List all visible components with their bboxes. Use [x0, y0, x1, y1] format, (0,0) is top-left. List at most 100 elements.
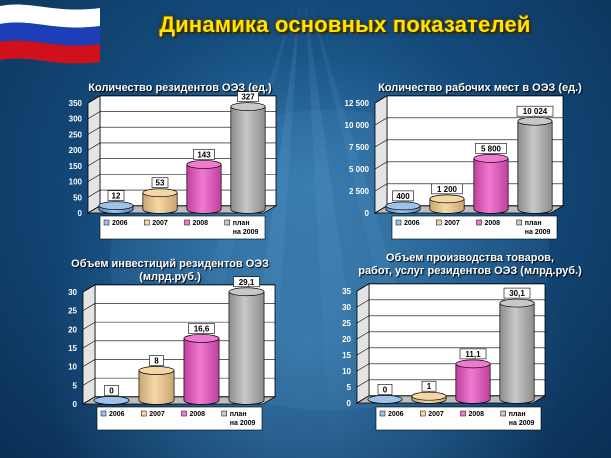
value-label: 1 — [427, 382, 432, 391]
chart4-ytick-label: 10 — [342, 367, 351, 376]
value-label: 53 — [156, 179, 165, 188]
bar-top — [186, 160, 222, 169]
chart1-title-text: Количество резидентов ОЭЗ (ед.) — [88, 82, 272, 94]
russian-flag-icon — [0, 4, 100, 64]
chart4-title-line2: работ, услуг резидентов ОЭЗ (млрд.руб.) — [358, 265, 582, 277]
legend-label: 2008 — [193, 220, 209, 227]
value-label: 400 — [396, 192, 410, 201]
chart2-bar-план-на-2009: 10 024 — [516, 105, 554, 214]
chart4-ytick-label: 15 — [342, 351, 351, 360]
bar-body — [455, 363, 491, 404]
legend-swatch — [395, 219, 402, 226]
bar-top — [183, 334, 220, 343]
legend-label: 2006 — [388, 411, 404, 418]
legend-label: план — [525, 220, 542, 227]
legend-box — [99, 215, 266, 240]
bar-body — [186, 164, 222, 214]
bar-top — [367, 395, 403, 404]
value-label: 16,6 — [194, 324, 210, 333]
bar-top — [517, 116, 553, 126]
chart2-bar-2008: 5 800 — [473, 143, 509, 214]
legend-label: на 2009 — [233, 229, 259, 236]
legend-swatch — [420, 410, 426, 417]
value-label-box — [237, 91, 259, 102]
bar-top — [411, 391, 447, 401]
chart2: 0 2 500 5 000 7 500 10 000 12 500 400 1 200 5 80… — [345, 95, 565, 240]
chart4-bar-план-на-2009: 30,1 — [499, 287, 535, 404]
value-label: 1 200 — [437, 185, 458, 194]
chart4-bar-2008: 11,1 — [455, 348, 491, 404]
chart4-gridline — [356, 347, 545, 356]
chart4-gridline — [356, 283, 545, 292]
legend-label: 2006 — [404, 220, 420, 227]
chart4-bar-2007: 1 — [411, 380, 447, 404]
chart2-ytick-label: 2 500 — [349, 187, 370, 196]
value-label: 327 — [241, 93, 255, 102]
chart4-side-wall — [356, 283, 370, 404]
value-label: 143 — [197, 150, 211, 159]
legend-label: 2008 — [190, 411, 206, 418]
value-label-box — [107, 190, 125, 201]
legend-label: на 2009 — [509, 420, 535, 427]
chart2-legend: 2006 2007 2008 план на 2009 — [391, 215, 558, 240]
chart1-bar-2006: 12 — [98, 190, 134, 214]
legend-label: 2007 — [444, 220, 460, 227]
value-label-box — [233, 276, 260, 288]
chart3-gridline — [82, 321, 275, 330]
bar-top — [473, 154, 509, 163]
legend-label: 2007 — [428, 411, 444, 418]
value-label-box — [459, 348, 487, 360]
legend-swatch — [224, 219, 230, 226]
legend-swatch — [379, 410, 386, 417]
chart3-bar-2007: 8 — [138, 355, 175, 405]
chart2-bar-2006: 400 — [385, 190, 421, 214]
chart3-ytick-label: 25 — [68, 307, 77, 316]
legend-label: 2006 — [109, 411, 125, 418]
chart3-gridline — [82, 284, 275, 293]
value-label-box — [421, 380, 437, 392]
legend-label: 2006 — [112, 220, 128, 227]
legend-label: на 2009 — [525, 229, 551, 236]
chart4-gridline — [356, 331, 545, 340]
bar-top — [98, 201, 134, 210]
legend-box — [391, 215, 558, 240]
chart3-title-line1: Объем инвестиций резидентов ОЭЗ — [71, 258, 269, 270]
value-label-box — [475, 143, 507, 154]
legend-swatch — [476, 219, 482, 226]
chart3-bar-план-на-2009: 29,1 — [228, 276, 265, 405]
chart4-bar-2006: 0 — [367, 384, 403, 404]
chart3-ytick-label: 0 — [73, 400, 78, 409]
bar-top — [455, 359, 491, 369]
chart2-ytick-label: 0 — [365, 209, 370, 218]
legend-label: план — [230, 411, 247, 418]
chart3-ytick-label: 30 — [68, 288, 77, 297]
legend-swatch — [144, 219, 150, 226]
value-label-box — [503, 287, 531, 299]
chart1-ytick-label: 50 — [73, 193, 82, 202]
chart3-bar-2006: 0 — [93, 385, 130, 405]
chart1-gridline — [87, 158, 276, 167]
bar-body — [183, 338, 220, 405]
legend-swatch — [436, 219, 442, 226]
legend-label: 2008 — [469, 411, 485, 418]
legend-swatch — [221, 410, 227, 417]
chart1-ytick-label: 350 — [69, 99, 83, 108]
chart4-gridline — [356, 315, 545, 324]
chart4-title: Объем производства товаров, работ, услуг… — [330, 252, 610, 278]
legend-swatch — [100, 410, 107, 417]
value-label: 8 — [154, 357, 159, 366]
chart4-gridline — [356, 299, 545, 308]
chart4-ytick-label: 35 — [342, 287, 351, 296]
chart3-ytick-label: 10 — [68, 363, 77, 372]
chart4-ytick-label: 30 — [342, 303, 351, 312]
value-label-box — [392, 190, 414, 202]
value-label: 11,1 — [465, 350, 481, 359]
legend-label: на 2009 — [230, 420, 256, 427]
value-label-box — [193, 149, 215, 160]
chart2-side-wall — [374, 95, 388, 214]
bar-top — [429, 194, 465, 204]
chart3-legend: 2006 2007 2008 план на 2009 — [96, 406, 263, 431]
chart2-ytick-label: 10 000 — [345, 121, 370, 130]
legend-label: план — [233, 220, 250, 227]
